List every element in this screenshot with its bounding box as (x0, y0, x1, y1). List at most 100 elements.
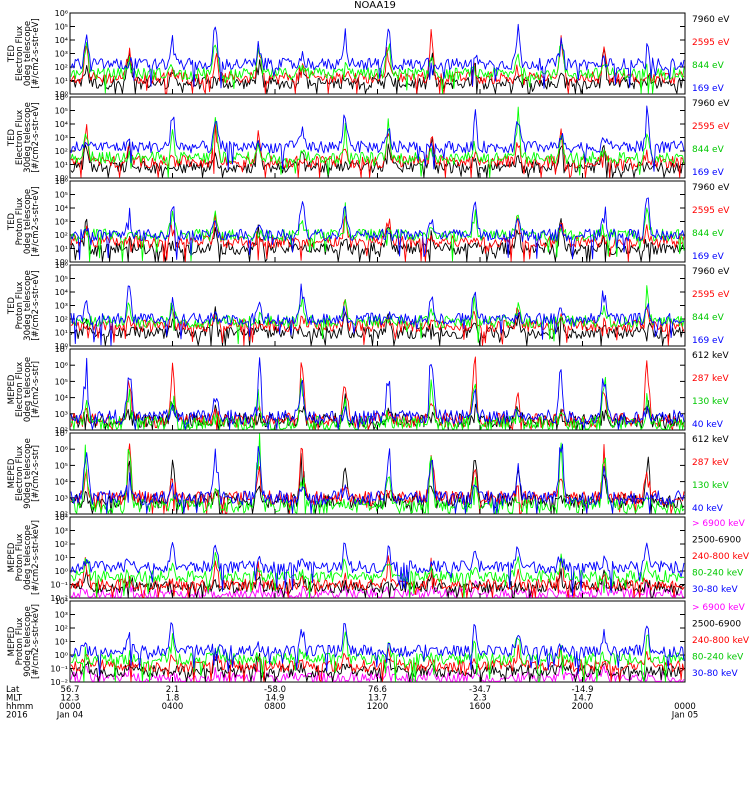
ephemeris-value: 1200 (367, 702, 389, 712)
ephemeris-value: 1600 (469, 702, 491, 712)
legend-entry: 169 eV (692, 252, 725, 262)
y-tick-label: 10¹ (55, 77, 68, 86)
y-tick-label: 10⁴ (55, 120, 68, 129)
plot-title: NOAA19 (354, 0, 396, 11)
legend-entry: > 6900 keV (692, 603, 746, 613)
y-axis-label: 90deg telescope (23, 438, 33, 509)
legend-entry: 169 eV (692, 84, 725, 94)
y-tick-label: 10⁰ (55, 342, 68, 351)
y-tick-label: 10² (55, 231, 68, 240)
y-tick-label: 10⁶ (55, 261, 68, 270)
y-tick-label: 10² (55, 540, 68, 549)
y-tick-label: 10⁻¹ (50, 581, 68, 590)
ephemeris-value: -58.0 (264, 685, 286, 695)
y-tick-label: 10¹ (55, 245, 68, 254)
y-axis-label: [#/cm2-s-str-keV] (31, 604, 41, 679)
y-axis-label: [#/cm2-s-str-eV] (31, 18, 41, 88)
legend-entry: 169 eV (692, 168, 725, 178)
y-tick-label: 10⁵ (55, 275, 68, 284)
y-axis-label: MEPED (7, 374, 17, 404)
y-axis-label: 0deg telescope (23, 189, 33, 254)
ephemeris-row-label: MLT (6, 694, 23, 704)
y-tick-label: 10¹ (55, 161, 68, 170)
y-axis-label: [#/cm2-s-str-eV] (31, 270, 41, 340)
y-tick-label: 10⁰ (55, 174, 68, 183)
ephemeris-value: 13.7 (368, 694, 387, 704)
y-tick-label: 10⁻² (50, 678, 68, 687)
ephemeris-value: 56.7 (61, 685, 80, 695)
y-axis-label: Electron Flux (15, 110, 25, 165)
y-axis-label: 30deg telescope (23, 102, 33, 173)
y-tick-label: 10³ (55, 50, 68, 59)
series-line-2 (70, 212, 685, 262)
series-line-2 (70, 122, 685, 178)
y-axis-label: Electron Flux (15, 362, 25, 417)
legend-entry: 2595 eV (692, 38, 730, 48)
y-axis-label: 90deg telescope (23, 606, 33, 677)
y-axis-label: 0deg telescope (23, 525, 33, 590)
legend-entry: > 6900 keV (692, 519, 746, 529)
y-tick-label: 10³ (55, 218, 68, 227)
ephemeris-value: 76.6 (368, 685, 387, 695)
y-tick-label: 10⁵ (55, 461, 68, 470)
legend-entry: 80-240 keV (692, 653, 744, 663)
legend-entry: 130 keV (692, 481, 729, 491)
y-axis-label: [#/cm2-s-str] (31, 361, 41, 418)
series-line-3 (70, 106, 685, 178)
legend-entry: 30-80 keV (692, 585, 738, 595)
series-line-5 (70, 622, 685, 676)
series-line-1 (70, 218, 685, 262)
y-tick-label: 10⁵ (55, 191, 68, 200)
legend-entry: 40 keV (692, 420, 724, 430)
y-axis-label: 30deg telescope (23, 270, 33, 341)
y-tick-label: 10⁻² (50, 594, 68, 603)
ephemeris-value: 1.8 (166, 694, 180, 704)
series-line-4 (70, 551, 685, 598)
y-axis-label: MEPED (7, 542, 17, 572)
y-tick-label: 10⁴ (55, 513, 68, 522)
y-tick-label: 10⁶ (55, 361, 68, 370)
y-tick-label: 10⁶ (55, 9, 68, 18)
legend-entry: 287 keV (692, 374, 729, 384)
y-axis-label: Proton Flux (15, 198, 25, 246)
y-axis-label: [#/cm2-s-str-eV] (31, 102, 41, 172)
y-axis-label: [#/cm2-s-str-keV] (31, 520, 41, 595)
y-axis-label: MEPED (7, 458, 17, 488)
ephemeris-value: 14.9 (266, 694, 285, 704)
y-tick-label: 10⁴ (55, 288, 68, 297)
y-tick-label: 10⁰ (55, 567, 68, 576)
legend-entry: 612 keV (692, 435, 729, 445)
series-line-4 (70, 443, 685, 514)
ephemeris-value: Jan 04 (56, 711, 84, 721)
y-tick-label: 10⁰ (55, 90, 68, 99)
y-tick-label: 10⁴ (55, 36, 68, 45)
series-line-4 (70, 283, 685, 346)
y-tick-label: 10² (55, 426, 68, 435)
series-line-4 (70, 23, 685, 89)
y-axis-label: Electron Flux (15, 26, 25, 81)
legend-entry: 80-240 keV (692, 569, 744, 579)
y-tick-label: 10⁶ (55, 177, 68, 186)
series-line-4 (70, 105, 685, 172)
y-tick-label: 10² (55, 315, 68, 324)
y-tick-label: 10⁴ (55, 394, 68, 403)
legend-entry: 7960 eV (692, 183, 730, 193)
y-axis-label: TED (7, 296, 17, 315)
y-tick-label: 10⁴ (55, 597, 68, 606)
y-tick-label: 10⁴ (55, 204, 68, 213)
legend-entry: 7960 eV (692, 267, 730, 277)
legend-entry: 844 eV (692, 145, 725, 155)
y-tick-label: 10³ (55, 494, 68, 503)
ephemeris-row-label: Lat (6, 685, 20, 695)
legend-entry: 169 eV (692, 336, 725, 346)
y-tick-label: 10¹ (55, 638, 68, 647)
ephemeris-row-label: hhmm (6, 702, 33, 712)
y-tick-label: 10² (55, 510, 68, 519)
ephemeris-value: 0800 (264, 702, 286, 712)
ephemeris-value: Jan 05 (671, 711, 699, 721)
ephemeris-value: 2000 (572, 702, 594, 712)
legend-entry: 612 keV (692, 351, 729, 361)
series-line-3 (70, 644, 685, 682)
